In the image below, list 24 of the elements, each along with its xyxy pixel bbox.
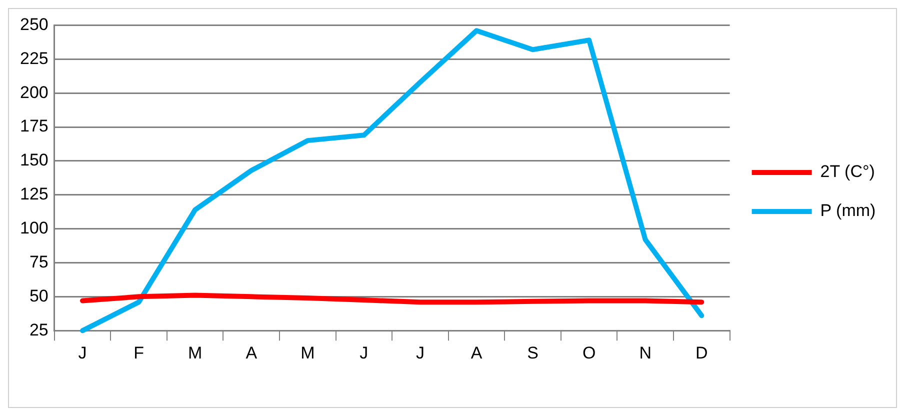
x-tick-label: J [416, 343, 424, 362]
y-tick-label: 25 [29, 320, 48, 340]
x-tick-label: S [527, 343, 538, 362]
x-tick-label: M [188, 343, 202, 362]
y-tick-label: 100 [20, 218, 48, 238]
x-tick-label: F [134, 343, 144, 362]
x-tick-label: A [246, 343, 258, 362]
x-tick-label: J [78, 343, 87, 362]
legend-label: P (mm) [820, 201, 876, 220]
y-tick-label: 75 [29, 252, 48, 272]
y-tick-label: 250 [20, 14, 48, 34]
x-tick-label: A [470, 343, 483, 362]
x-tick-label: M [300, 343, 315, 362]
x-tick-label: N [639, 343, 652, 362]
legend-label: 2T (C°) [820, 162, 875, 182]
y-tick-label: 175 [20, 116, 48, 136]
x-tick-label: O [582, 343, 596, 362]
y-tick-label: 50 [29, 286, 48, 306]
x-tick-label: D [696, 343, 708, 362]
y-tick-label: 225 [20, 48, 48, 68]
y-tick-label: 125 [20, 184, 48, 204]
y-tick-label: 200 [20, 82, 48, 102]
x-tick-label: J [360, 343, 368, 362]
y-tick-label: 150 [20, 150, 48, 170]
